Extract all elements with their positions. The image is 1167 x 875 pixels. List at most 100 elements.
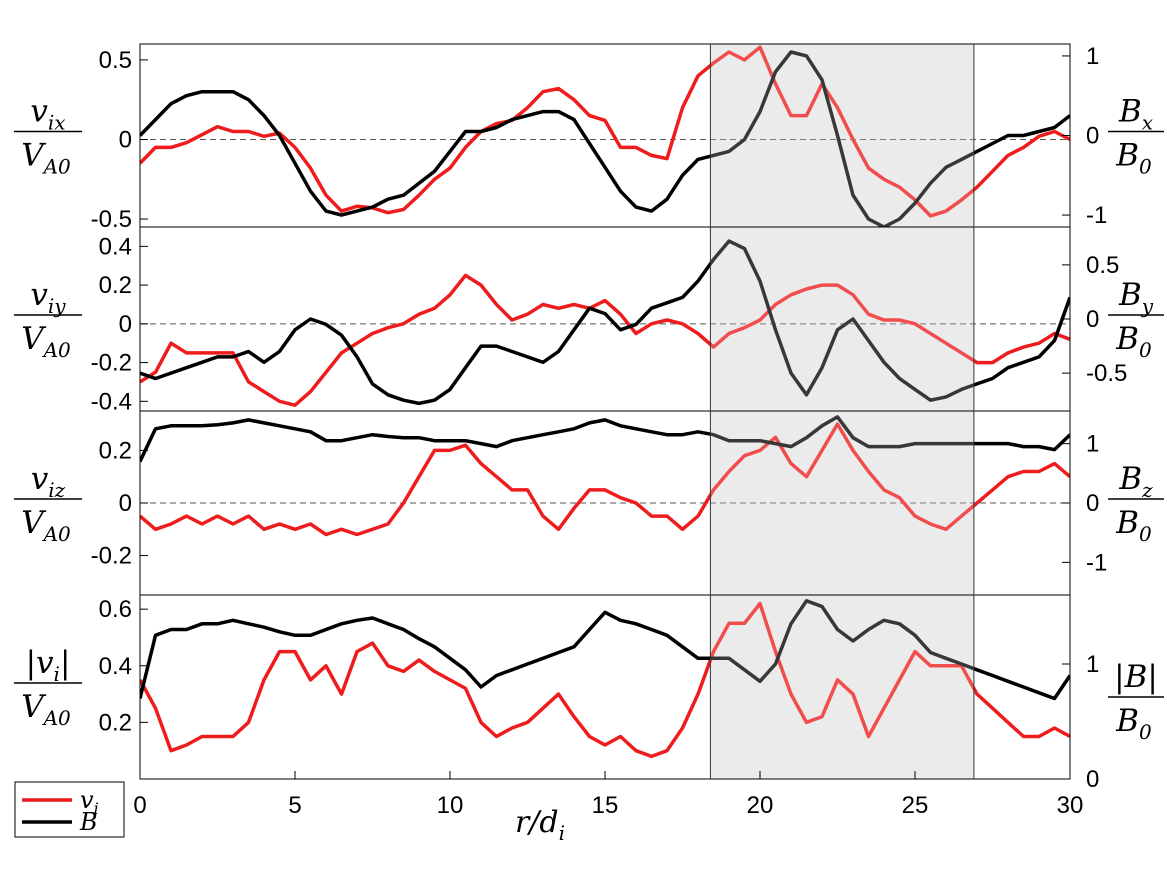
x-tick-label: 20 xyxy=(747,792,774,819)
shaded-overlay xyxy=(710,411,974,595)
panel-4: 0.20.40.601|vi|VA0|B|B0 xyxy=(14,594,1164,793)
left-tick-label: 0 xyxy=(119,490,132,517)
left-axis-label-denominator: VA0 xyxy=(21,138,71,179)
left-tick-label: 0.2 xyxy=(99,272,132,299)
left-label-num: |v xyxy=(26,645,54,681)
right-tick-label: 1 xyxy=(1086,43,1099,70)
x-tick-label: 30 xyxy=(1057,792,1084,819)
left-label-den: V xyxy=(21,505,47,541)
right-label-num-sub: z xyxy=(1141,478,1153,502)
legend-label-main: B xyxy=(79,808,98,836)
B-series-line xyxy=(140,50,1070,227)
left-axis-label-numerator: viz xyxy=(31,461,66,502)
left-label-den-sub: A0 xyxy=(42,522,71,546)
right-tick-label: -1 xyxy=(1086,202,1107,229)
legend-label-sub: i xyxy=(94,799,99,818)
right-tick-label: 0 xyxy=(1086,490,1099,517)
legend-label-main: v xyxy=(80,786,94,814)
x-tick-label: 15 xyxy=(592,792,619,819)
right-axis-label-denominator: B0 xyxy=(1115,321,1152,362)
left-axis-label-numerator: viy xyxy=(30,277,66,318)
shaded-overlay xyxy=(710,44,974,227)
right-axis-label-numerator: By xyxy=(1118,277,1154,318)
left-label-den-sub: A0 xyxy=(42,155,71,179)
x-axis-label: r/di xyxy=(515,805,565,845)
x-axis-label-sub: i xyxy=(559,821,565,845)
v-series-line xyxy=(140,45,1070,218)
B-series-line xyxy=(140,599,1070,701)
right-label-den-sub: 0 xyxy=(1139,720,1152,744)
right-label-den: B xyxy=(1115,703,1139,739)
x-tick-label: 10 xyxy=(437,792,464,819)
left-label-num-tail: | xyxy=(60,645,70,681)
right-tick-label: 1 xyxy=(1086,431,1099,458)
left-label-num: v xyxy=(31,461,49,497)
left-tick-label: 0 xyxy=(119,311,132,338)
right-tick-label: 0 xyxy=(1086,306,1099,333)
right-tick-label: 0 xyxy=(1086,123,1099,150)
legend-label: vi xyxy=(80,786,99,818)
right-label-den: B xyxy=(1115,321,1139,357)
left-tick-label: 0.5 xyxy=(99,47,132,74)
left-label-den-sub: A0 xyxy=(42,338,71,362)
right-label-den-sub: 0 xyxy=(1139,155,1152,179)
right-tick-label: 0 xyxy=(1086,766,1099,793)
left-label-den-sub: A0 xyxy=(42,706,71,730)
x-axis-label-main: r/d xyxy=(515,805,559,840)
left-axis-label-denominator: VA0 xyxy=(21,689,71,730)
right-axis-label-denominator: B0 xyxy=(1115,138,1152,179)
left-axis-label-numerator: vix xyxy=(30,94,65,135)
legend-label: B xyxy=(79,808,98,836)
left-tick-label: 0 xyxy=(119,126,132,153)
left-tick-label: -0.4 xyxy=(91,388,132,415)
v-series-line xyxy=(140,422,1070,537)
right-axis-label-numerator: |B| xyxy=(1114,659,1158,695)
v-series-line xyxy=(140,273,1070,407)
left-tick-label: 0.6 xyxy=(99,596,132,623)
left-tick-label: -0.5 xyxy=(91,206,132,233)
right-label-num-sub: y xyxy=(1141,294,1154,318)
shaded-overlay xyxy=(710,595,974,779)
right-axis-label-denominator: B0 xyxy=(1115,703,1152,744)
left-label-num-sub: iz xyxy=(48,478,65,502)
legend: viB xyxy=(14,781,125,838)
left-label-num-sub: i xyxy=(54,662,60,686)
right-label-num-sub: x xyxy=(1142,111,1153,135)
right-tick-label: 0.5 xyxy=(1086,252,1119,279)
x-tick-label: 25 xyxy=(902,792,929,819)
left-label-num-sub: ix xyxy=(48,111,66,135)
right-tick-label: -0.5 xyxy=(1086,360,1127,387)
right-tick-label: 1 xyxy=(1086,651,1099,678)
right-axis-label-numerator: Bx xyxy=(1118,94,1153,135)
left-tick-label: -0.2 xyxy=(91,350,132,377)
right-label-num: B xyxy=(1118,461,1142,497)
B-series-line xyxy=(140,415,1070,463)
right-tick-label: -1 xyxy=(1086,549,1107,576)
v-series-line xyxy=(140,601,1070,759)
right-label-num: B xyxy=(1118,94,1142,130)
left-axis-label-denominator: VA0 xyxy=(21,321,71,362)
left-label-num: v xyxy=(30,277,48,313)
left-label-num-sub: iy xyxy=(48,294,66,318)
left-label-num: v xyxy=(30,94,48,130)
left-label-den: V xyxy=(21,689,47,725)
left-tick-label: -0.2 xyxy=(91,543,132,570)
left-tick-label: 0.4 xyxy=(99,653,132,680)
right-axis-label-denominator: B0 xyxy=(1115,505,1152,546)
left-tick-label: 0.2 xyxy=(99,437,132,464)
x-tick-label: 0 xyxy=(133,792,146,819)
B-series-line xyxy=(140,239,1070,406)
x-tick-label: 5 xyxy=(288,792,301,819)
left-label-den: V xyxy=(21,138,47,174)
left-tick-label: 0.2 xyxy=(99,709,132,736)
left-axis-label-numerator: |vi| xyxy=(26,645,71,686)
shaded-overlay xyxy=(710,227,974,411)
right-label-num: |B| xyxy=(1114,659,1158,695)
right-label-den-sub: 0 xyxy=(1139,338,1152,362)
left-axis-label-denominator: VA0 xyxy=(21,505,71,546)
right-label-num: B xyxy=(1118,277,1142,313)
